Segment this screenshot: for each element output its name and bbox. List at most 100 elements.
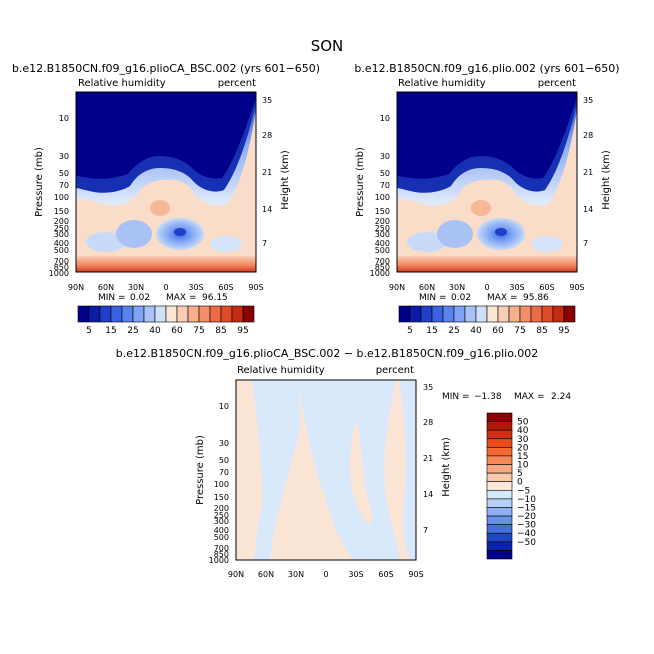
- panel-1-colorbar-swatch: [176, 305, 189, 323]
- panel-1-min-label: MIN =: [98, 293, 126, 303]
- panel-3-colorbar-swatch: [486, 438, 513, 448]
- panel-3-colorbar-label: 50: [517, 418, 529, 428]
- panel-3-title: b.e12.B1850CN.f09_g16.plioCA_BSC.002 − b…: [116, 347, 538, 360]
- panel-1-stats: MIN = 0.02 MAX = 96.15: [98, 293, 228, 303]
- panel-1-frame: [75, 91, 257, 273]
- panel-2-y2tick-14: 14: [583, 205, 593, 214]
- panel-3-ytick-30: 30: [219, 439, 229, 448]
- panel-1-xtick-0: 0: [163, 283, 168, 292]
- panel-3-ytick-250: 250: [214, 511, 229, 520]
- panel-1-colorbar-swatch: [198, 305, 211, 323]
- panel-3-ytick-150: 150: [214, 493, 229, 502]
- panel-2-ytick-150: 150: [375, 207, 390, 216]
- panel-3-y-label: Pressure (mb): [195, 435, 206, 505]
- panel-3-ytick-50: 50: [219, 456, 229, 465]
- panel-2-units: percent: [538, 78, 576, 89]
- panel-2-colorbar-swatch: [475, 305, 488, 323]
- panel-1-y2-label: Height (km): [280, 150, 291, 210]
- panel-2-colorbar-label: 5: [407, 326, 413, 336]
- panel-1-ytick-700: 700: [54, 257, 69, 266]
- panel-3-ytick-70: 70: [219, 468, 229, 477]
- panel-2-colorbar-swatch: [486, 305, 499, 323]
- panel-3-xtick-90s: 90S: [408, 570, 423, 579]
- panel-2-max-label: MAX =: [487, 293, 518, 303]
- panel-3-y2tick-7: 7: [423, 526, 428, 535]
- panel-3-colorbar-swatch: [486, 464, 513, 474]
- panel-3-frame: [235, 379, 417, 561]
- panel-3-colorbar-label: −10: [517, 495, 536, 505]
- panel-2-ytick-100: 100: [375, 193, 390, 202]
- panel-1-ytick-150: 150: [54, 207, 69, 216]
- panel-3-colorbar-label: 5: [517, 469, 523, 479]
- panel-2-xtick-30s: 30S: [509, 283, 524, 292]
- panel-2-colorbar-swatch: [541, 305, 554, 323]
- panel-2-colorbar-swatch: [519, 305, 532, 323]
- panel-2-ytick-50: 50: [380, 169, 390, 178]
- panel-3-colorbar-swatch: [486, 498, 513, 508]
- panel-1-colorbar-swatch: [209, 305, 222, 323]
- panel-2-y2tick-7: 7: [583, 239, 588, 248]
- panel-3-y2-axis: 35 28 21 14 7 Height (km): [423, 383, 452, 535]
- panel-2: b.e12.B1850CN.f09_g16.plio.002 (yrs 601−…: [354, 62, 619, 336]
- panel-2-colorbar-swatch: [453, 305, 466, 323]
- panel-2-colorbar-label: 15: [426, 326, 437, 336]
- panel-1-ytick-500: 500: [54, 246, 69, 255]
- panel-3-colorbar-swatch: [486, 421, 513, 431]
- panel-1-ytick-850: 850: [54, 263, 69, 272]
- panel-3-y2tick-28: 28: [423, 418, 433, 427]
- panel-3-colorbar-label: −5: [517, 486, 530, 496]
- panel-3-colorbar-label: 10: [517, 461, 529, 471]
- panel-3-xtick-30s: 30S: [348, 570, 363, 579]
- panel-1-y-axis: 10 30 50 70 100 150 200 250 300 400 500 …: [34, 114, 69, 278]
- panel-2-y-label: Pressure (mb): [355, 147, 366, 217]
- panel-1-variable: Relative humidity: [78, 78, 166, 89]
- panel-1-colorbar-label: 15: [105, 326, 116, 336]
- panel-2-ytick-30: 30: [380, 152, 390, 161]
- panel-1-xtick-90s: 90S: [248, 283, 263, 292]
- panel-3-max-label: MAX =: [514, 392, 545, 402]
- panel-3-colorbar-swatch: [486, 532, 513, 543]
- panel-1-max-value: 96.15: [202, 293, 228, 303]
- panel-3-colorbar-swatch: [486, 472, 513, 483]
- panel-3-variable: Relative humidity: [237, 365, 325, 376]
- panel-2-title: b.e12.B1850CN.f09_g16.plio.002 (yrs 601−…: [354, 62, 619, 75]
- panel-1-y2tick-21: 21: [262, 168, 272, 177]
- panel-2-ytick-10: 10: [380, 114, 390, 123]
- panel-3: b.e12.B1850CN.f09_g16.plioCA_BSC.002 − b…: [116, 347, 572, 579]
- panel-3-xtick-0: 0: [323, 570, 328, 579]
- panel-2-colorbar-swatch: [464, 305, 477, 323]
- panel-2-ytick-1000: 1000: [370, 269, 390, 278]
- panel-2-colorbar-label: 75: [514, 326, 525, 336]
- panel-2-colorbar-swatch: [398, 305, 411, 323]
- panel-2-x-axis: 90N 60N 30N 0 30S 60S 90S: [389, 283, 585, 292]
- panel-3-colorbar-swatch: [486, 489, 513, 500]
- panel-1-y2tick-35: 35: [262, 96, 272, 105]
- panel-2-y-axis: 10 30 50 70 100 150 200 250 300 400 500 …: [355, 114, 390, 278]
- panel-1-units: percent: [218, 78, 256, 89]
- panel-1-colorbar-swatch: [99, 305, 112, 323]
- panel-1-ytick-300: 300: [54, 230, 69, 239]
- panel-3-colorbar-label: −40: [517, 529, 536, 539]
- panel-2-y2tick-35: 35: [583, 96, 593, 105]
- panel-3-field: [236, 380, 416, 560]
- panel-3-ytick-850: 850: [214, 550, 229, 559]
- panel-2-xtick-90s: 90S: [569, 283, 584, 292]
- panel-2-min-value: 0.02: [451, 293, 471, 303]
- panel-1-colorbar-swatch: [242, 305, 255, 323]
- panel-3-colorbar-label: −50: [517, 538, 536, 548]
- panel-3-units: percent: [376, 365, 414, 376]
- panel-1-title: b.e12.B1850CN.f09_g16.plioCA_BSC.002 (yr…: [12, 62, 320, 75]
- panel-3-colorbar-swatch: [486, 481, 513, 491]
- panel-2-colorbar-swatch: [442, 305, 455, 323]
- panel-3-colorbar-label: 30: [517, 435, 529, 445]
- panel-1-colorbar-swatch: [231, 305, 244, 323]
- panel-3-colorbar-label: −20: [517, 512, 536, 522]
- panel-1-ytick-30: 30: [59, 152, 69, 161]
- panel-2-colorbar-swatch: [420, 305, 433, 323]
- panel-3-y-axis: 10 30 50 70 100 150 200 250 300 400 500 …: [195, 402, 229, 565]
- panel-1-min-value: 0.02: [130, 293, 150, 303]
- panel-1-xtick-60s: 60S: [218, 283, 233, 292]
- panel-3-xtick-90n: 90N: [228, 570, 244, 579]
- panel-1: b.e12.B1850CN.f09_g16.plioCA_BSC.002 (yr…: [12, 62, 320, 336]
- panel-2-frame: [396, 91, 578, 273]
